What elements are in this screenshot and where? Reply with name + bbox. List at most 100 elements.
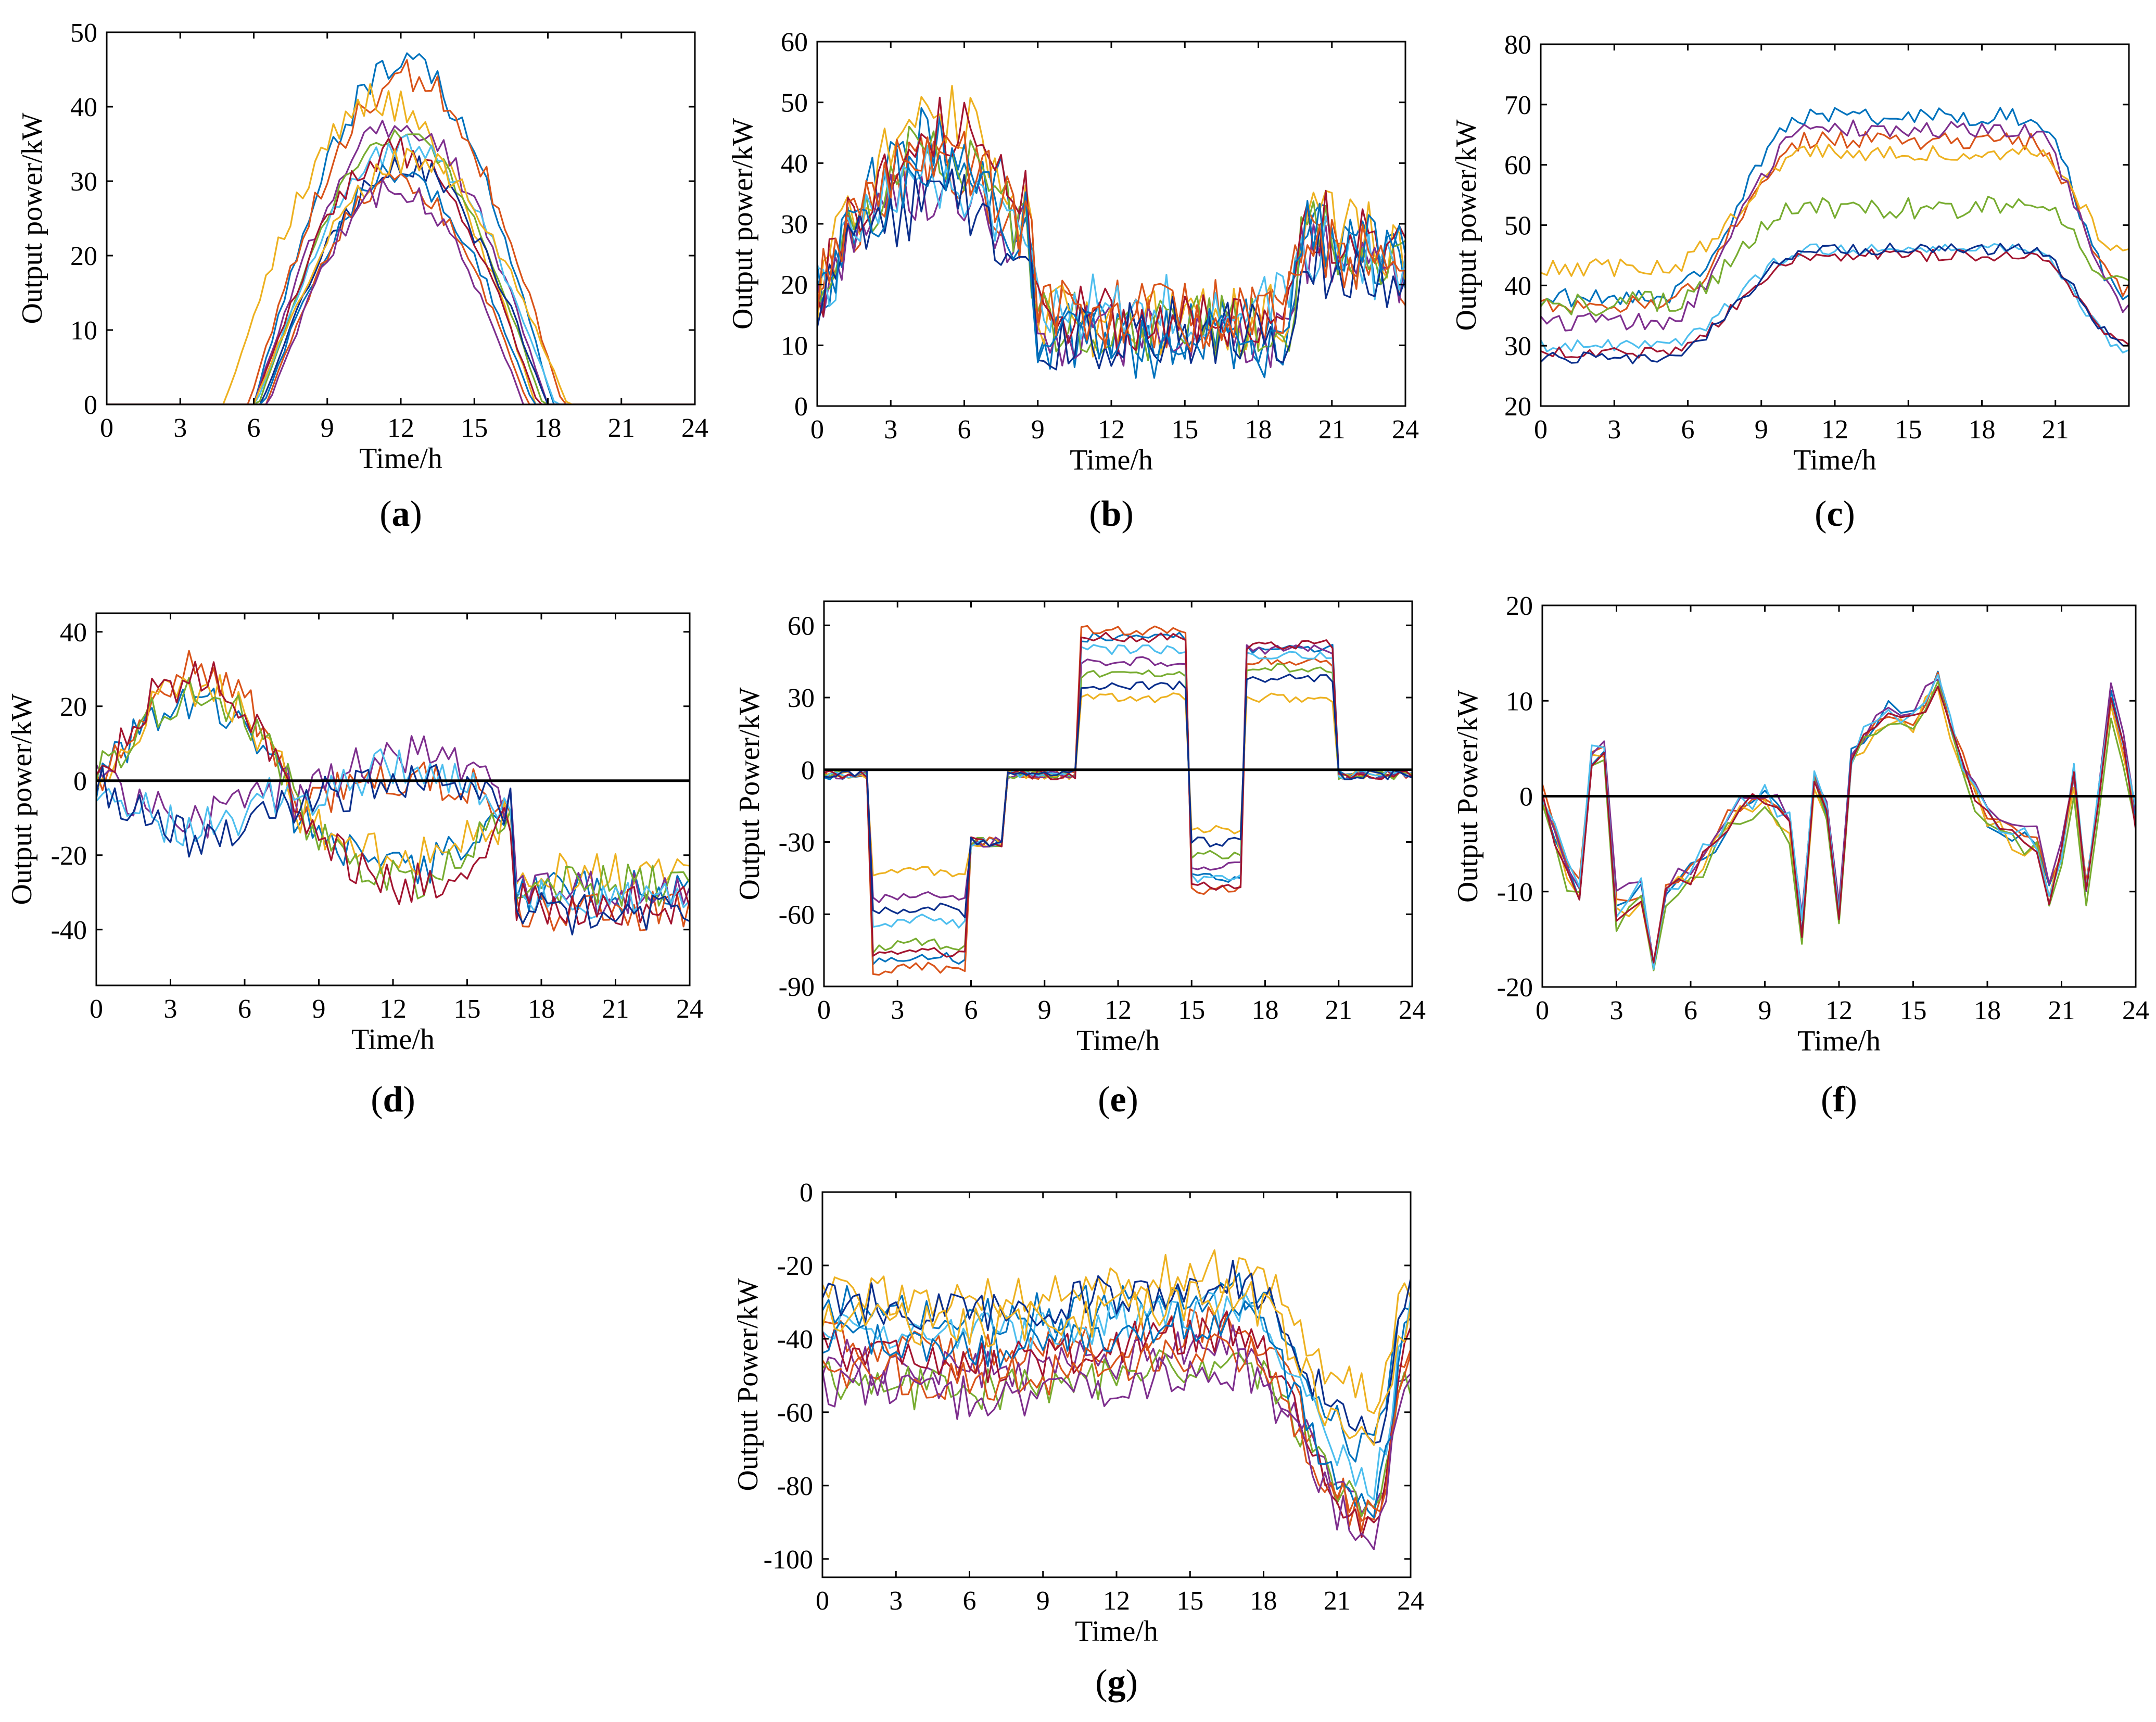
- y-tick-label: -80: [777, 1472, 813, 1501]
- x-tick-label: 15: [1178, 995, 1205, 1025]
- x-tick-label: 12: [1105, 995, 1132, 1025]
- y-tick-label: 0: [1519, 782, 1533, 812]
- x-tick-label: 6: [963, 1586, 976, 1616]
- series-line-2: [1542, 672, 2136, 970]
- x-tick-label: 9: [312, 994, 326, 1024]
- series-line-3: [824, 692, 1412, 878]
- series-line-12: [822, 1348, 1411, 1550]
- series-line-9: [822, 1300, 1411, 1518]
- x-tick-label: 24: [676, 994, 703, 1024]
- panel-caption: (g): [1095, 1663, 1138, 1703]
- y-tick-label: -10: [1497, 878, 1533, 907]
- x-tick-label: 18: [535, 413, 562, 443]
- y-axis-label: Output power/kW: [727, 118, 759, 330]
- series-line-8: [822, 1260, 1411, 1444]
- series-line-3: [822, 1249, 1411, 1414]
- y-tick-label: -40: [51, 916, 87, 945]
- x-axis-label: Time/h: [351, 1023, 435, 1056]
- y-tick-label: 30: [781, 210, 808, 239]
- series-line-4: [817, 164, 1405, 369]
- panel-caption: (e): [1098, 1080, 1138, 1120]
- x-tick-label: 0: [1536, 996, 1549, 1025]
- x-tick-label: 18: [528, 994, 555, 1024]
- y-tick-label: -20: [1497, 973, 1533, 1003]
- caption-letter: b: [1101, 494, 1122, 534]
- y-tick-label: -30: [779, 828, 815, 858]
- x-tick-label: 0: [810, 415, 824, 445]
- series-group: [1541, 107, 2129, 364]
- series-line-5: [1542, 680, 2136, 971]
- series-line-1: [107, 52, 695, 404]
- series-line-7: [1542, 685, 2136, 964]
- panel-caption: (d): [371, 1080, 415, 1120]
- x-tick-label: 21: [602, 994, 629, 1024]
- series-line-1: [1541, 107, 2129, 308]
- y-tick-label: 80: [1504, 30, 1531, 60]
- chart-panel-d: 0 3 6 9 12 15 18 21 24 -40 -20 0 20 40 Time/h Output po…: [6, 612, 703, 1120]
- y-tick-label: -100: [764, 1545, 813, 1575]
- y-tick-label: 20: [60, 692, 87, 722]
- x-tick-label: 15: [1171, 415, 1198, 445]
- x-tick-label: 18: [1250, 1586, 1277, 1616]
- y-tick-label: -60: [779, 900, 815, 930]
- series-line-2: [96, 650, 690, 932]
- axes-frame: [823, 600, 1413, 987]
- y-tick-label: -20: [777, 1251, 813, 1281]
- x-tick-label: 6: [238, 994, 251, 1024]
- x-tick-label: 24: [1399, 995, 1426, 1025]
- chart-panel-f: 0 3 6 9 12 15 18 21 24 -20 -10 0 10 20 Time/h Output Po…: [1452, 591, 2149, 1120]
- x-tick-label: 9: [1758, 996, 1772, 1025]
- y-tick-label: 30: [788, 683, 815, 713]
- x-tick-label: 12: [1098, 415, 1125, 445]
- series-line-11: [107, 147, 695, 404]
- series-line-8: [1541, 243, 2129, 364]
- chart-panel-b: 0 3 6 9 12 15 18 21 24 0 10 20 30 40 50 60 Time/h Output …: [727, 28, 1419, 534]
- x-tick-label: 0: [90, 994, 103, 1024]
- y-tick-label: 10: [70, 316, 97, 346]
- x-tick-label: 21: [2048, 996, 2075, 1025]
- y-tick-label: 0: [801, 756, 815, 786]
- chart-panel-e: 0 3 6 9 12 15 18 21 24 -90 -60 -30 0 30 60 Time/h Output…: [733, 600, 1426, 1120]
- x-tick-label: 3: [173, 413, 187, 443]
- x-tick-label: 18: [1969, 415, 1996, 445]
- x-tick-label: 0: [1534, 415, 1548, 445]
- x-tick-label: 24: [1397, 1586, 1424, 1616]
- series-line-4: [824, 644, 1412, 903]
- caption-letter: g: [1108, 1663, 1126, 1703]
- y-tick-label: 0: [800, 1178, 813, 1208]
- series-line-3: [1542, 688, 2136, 969]
- x-axis-label: Time/h: [1797, 1025, 1881, 1057]
- axes-frame: [106, 31, 696, 406]
- x-tick-label: 0: [100, 413, 113, 443]
- series-line-2: [824, 625, 1412, 976]
- series-group: [817, 85, 1405, 379]
- chart-panel-g: 0 3 6 9 12 15 18 21 24 -100 -80 -60 -40 -20 0 Time/h Out…: [732, 1178, 1424, 1703]
- x-tick-label: 12: [387, 413, 414, 443]
- series-line-7: [824, 631, 1412, 958]
- caption-letter: c: [1827, 494, 1843, 534]
- series-group: [1542, 670, 2136, 971]
- y-tick-label: 50: [1504, 211, 1531, 241]
- series-line-12: [107, 179, 695, 404]
- y-tick-label: 0: [794, 392, 808, 422]
- y-axis-label: Output Power/kW: [732, 1278, 764, 1491]
- y-tick-label: 70: [1504, 91, 1531, 120]
- caption-letter: f: [1833, 1080, 1845, 1120]
- series-line-1: [96, 687, 690, 914]
- y-tick-label: 10: [1506, 687, 1533, 716]
- y-tick-label: 40: [70, 93, 97, 122]
- caption-letter: d: [383, 1080, 403, 1120]
- x-tick-label: 9: [1038, 995, 1051, 1025]
- y-tick-label: 20: [1504, 392, 1531, 422]
- series-group: [96, 650, 690, 936]
- y-tick-label: 50: [781, 88, 808, 118]
- x-tick-label: 12: [1821, 415, 1848, 445]
- x-tick-label: 12: [1103, 1586, 1130, 1616]
- x-axis-label: Time/h: [1075, 1615, 1158, 1648]
- caption-letter: e: [1110, 1080, 1126, 1120]
- x-tick-label: 6: [965, 995, 978, 1025]
- x-tick-label: 6: [247, 413, 261, 443]
- x-tick-label: 3: [164, 994, 177, 1024]
- y-axis-label: Output power/kW: [1450, 119, 1482, 331]
